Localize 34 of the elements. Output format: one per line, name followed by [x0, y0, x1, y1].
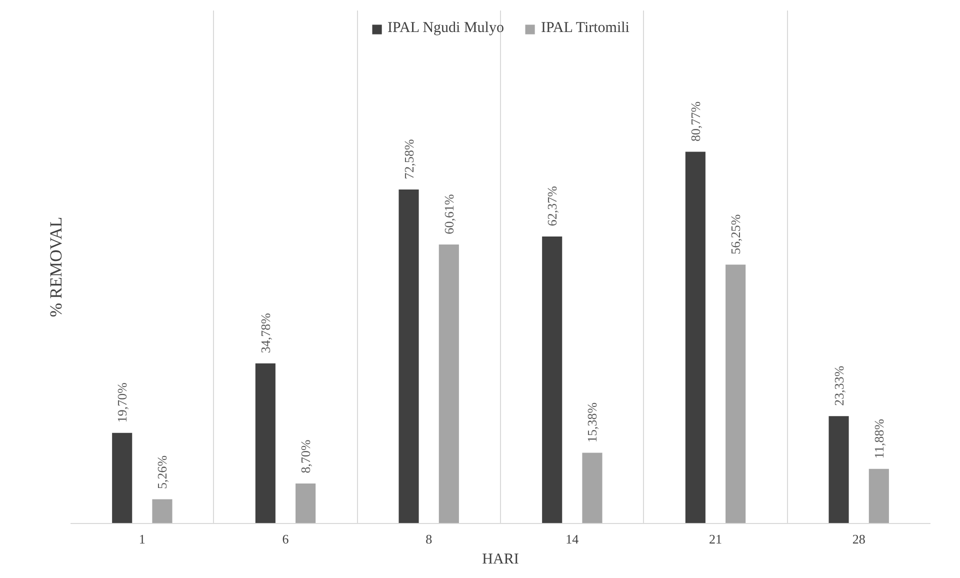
- data-label: 80,77%: [688, 101, 703, 142]
- x-tick-label: 14: [566, 532, 580, 546]
- x-tick-label: 8: [426, 532, 432, 546]
- x-tick-label: 21: [709, 532, 722, 546]
- data-label: 11,88%: [871, 418, 886, 459]
- bar: [685, 152, 706, 524]
- bar: [868, 468, 889, 524]
- bar: [255, 363, 276, 524]
- bar: [726, 264, 746, 524]
- bar: [582, 452, 602, 524]
- bar: [438, 244, 459, 524]
- data-label: 23,33%: [831, 366, 846, 406]
- data-label: 5,26%: [154, 455, 170, 490]
- x-tick-label: 28: [852, 532, 866, 546]
- bar: [112, 432, 132, 524]
- data-label: 56,25%: [728, 214, 744, 254]
- legend-label: IPAL Ngudi Mulyo: [388, 20, 504, 37]
- data-label: 72,58%: [401, 138, 416, 180]
- y-axis-title: % REMOVAL: [46, 216, 66, 318]
- data-label: 15,38%: [584, 402, 600, 442]
- data-label: 62,37%: [544, 186, 560, 226]
- x-tick-label: 1: [138, 532, 146, 546]
- bar: [828, 416, 849, 524]
- data-label: 34,78%: [258, 312, 273, 354]
- x-tick-label: 6: [282, 532, 290, 546]
- data-label: 8,70%: [298, 439, 314, 474]
- x-axis-title: HARI: [482, 552, 519, 568]
- bar: [152, 499, 172, 524]
- data-label: 60,61%: [441, 194, 456, 234]
- bar: [398, 189, 419, 524]
- bar: [542, 236, 562, 524]
- bar: [296, 483, 316, 524]
- legend-label: IPAL Tirtomili: [540, 20, 630, 37]
- data-label: 19,70%: [114, 382, 130, 423]
